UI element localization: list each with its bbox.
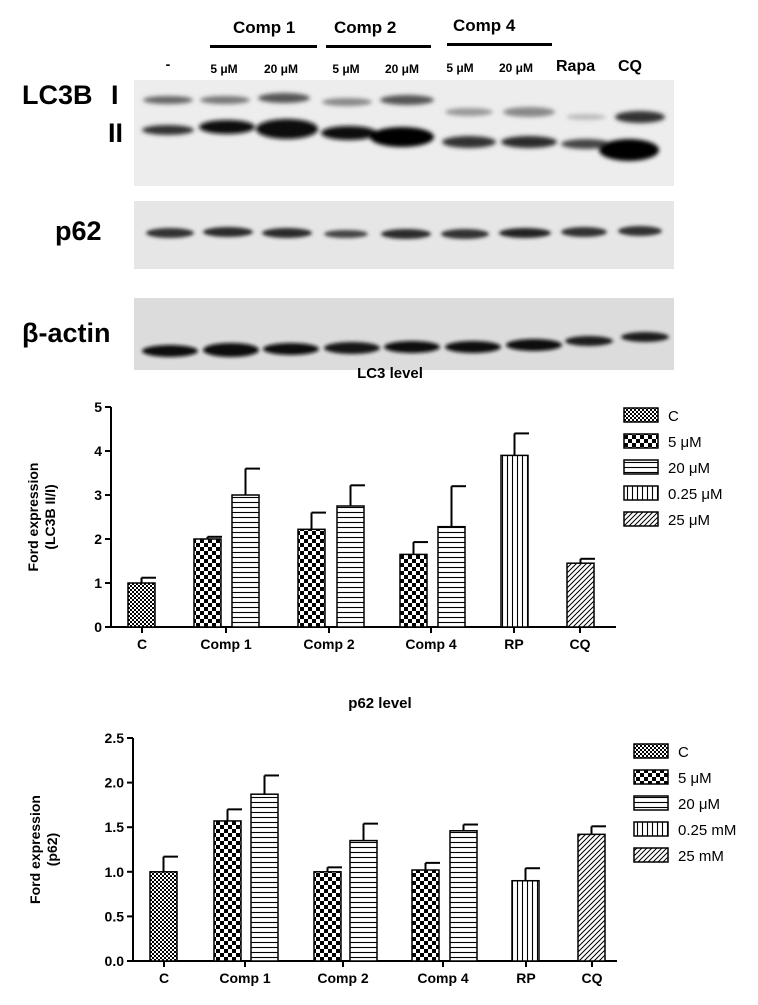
lane-label-control: - — [165, 56, 171, 72]
lane-label-comp1-20um: 20 μM — [263, 62, 299, 76]
p62-bar-chart: 0.0 0.5 1.0 1.5 2.0 2.5 Ford expression (p62) C C… — [27, 730, 736, 986]
bar-comp-2-20-m — [336, 505, 365, 628]
group-bracket-comp2 — [326, 45, 431, 48]
legend-swatch-25-m — [623, 511, 659, 527]
legend-swatch-0-25-mm — [633, 821, 669, 837]
lc3b-blot-image — [134, 80, 674, 186]
legend-swatch-5-m — [633, 769, 669, 785]
lc3-bar-chart: 0 1 2 3 4 5 Ford expression (LC3B II/I) C Comp 1 C… — [25, 399, 723, 652]
legend-swatch-20-m — [633, 795, 669, 811]
x-tick-label-comp-2: Comp 2 — [317, 970, 369, 986]
row-label-band-ii: II — [108, 118, 124, 148]
actin-blot-image — [134, 298, 674, 370]
legend-label-0-25-m: 0.25 μM — [668, 486, 723, 503]
p62-blot-image — [134, 201, 674, 269]
y-tick-label: 0.0 — [105, 953, 125, 969]
lane-label-comp2-20um: 20 μM — [384, 62, 420, 76]
bar-cq-25-mm — [577, 833, 606, 962]
row-label-band-i: I — [111, 80, 119, 110]
bar-comp-4-5-m — [399, 553, 428, 628]
bar-comp-1-20-m — [250, 793, 279, 962]
legend-swatch-c — [633, 743, 669, 759]
y-tick-label: 5 — [94, 399, 102, 415]
y-tick-label: 0 — [94, 619, 102, 635]
bar-cq-25-m — [566, 562, 595, 628]
bar-comp-2-20-m — [349, 839, 378, 962]
legend-label-25-m: 25 μM — [668, 512, 710, 529]
y-tick-label: 4 — [94, 443, 102, 459]
legend-label-20-m: 20 μM — [668, 460, 710, 477]
x-tick-label-comp-1: Comp 1 — [200, 636, 252, 652]
group-label-comp4: Comp 4 — [453, 16, 516, 35]
group-bracket-comp1 — [210, 45, 317, 48]
x-tick-label-cq: CQ — [570, 636, 591, 652]
x-tick-label-cq: CQ — [582, 970, 603, 986]
bar-rp-0-25-mm — [511, 879, 540, 962]
bar-comp-1-5-m — [193, 538, 222, 628]
x-tick-label-c: C — [159, 970, 169, 986]
bar-comp-1-5-m — [213, 820, 242, 962]
legend-swatch-25-mm — [633, 847, 669, 863]
bar-rp-0-25-m — [500, 454, 529, 628]
group-label-comp1: Comp 1 — [233, 18, 296, 37]
chart2-title: p62 level — [348, 695, 412, 712]
y-axis-label-line-1: Ford expression — [27, 795, 43, 904]
y-tick-label: 2 — [94, 531, 102, 547]
bar-comp-1-20-m — [231, 494, 260, 628]
x-tick-label-comp-2: Comp 2 — [303, 636, 355, 652]
legend-swatch-5-m — [623, 433, 659, 449]
x-tick-label-rp: RP — [516, 970, 535, 986]
row-label-lc3b: LC3B — [22, 80, 93, 110]
lane-label-rapa: Rapa — [556, 58, 596, 75]
x-tick-label-comp-1: Comp 1 — [219, 970, 271, 986]
x-tick-label-comp-4: Comp 4 — [417, 970, 469, 986]
legend-label-c: C — [668, 408, 679, 425]
legend-label-5-m: 5 μM — [668, 434, 702, 451]
y-tick-label: 3 — [94, 487, 102, 503]
bar-comp-2-5-m — [313, 871, 342, 962]
lane-label-cq: CQ — [618, 58, 642, 75]
row-label-actin: β-actin — [22, 318, 111, 348]
y-tick-label: 2.5 — [105, 730, 125, 746]
bar-c-c — [149, 871, 178, 962]
bar-comp-2-5-m — [297, 528, 326, 628]
y-tick-label: 1.5 — [105, 819, 125, 835]
bar-c-c — [127, 582, 156, 628]
y-axis-label-line-1: Ford expression — [25, 463, 41, 572]
group-bracket-comp4 — [447, 43, 552, 46]
group-label-comp2: Comp 2 — [334, 18, 397, 37]
legend-label-25-mm: 25 mM — [678, 848, 724, 865]
lane-label-comp2-5um: 5 μM — [332, 62, 360, 76]
lane-label-comp1-5um: 5 μM — [210, 62, 238, 76]
y-axis-label-line-2: (p62) — [44, 833, 60, 866]
legend-swatch-0-25-m — [623, 485, 659, 501]
x-tick-label-c: C — [137, 636, 147, 652]
y-axis-label-line-2: (LC3B II/I) — [42, 484, 58, 549]
legend-label-0-25-mm: 0.25 mM — [678, 822, 736, 839]
y-tick-label: 1 — [94, 575, 102, 591]
x-tick-label-rp: RP — [504, 636, 523, 652]
legend-label-20-m: 20 μM — [678, 796, 720, 813]
y-tick-label: 0.5 — [105, 908, 125, 924]
legend-label-c: C — [678, 744, 689, 761]
y-tick-label: 1.0 — [105, 864, 125, 880]
bar-comp-4-20-m — [437, 525, 466, 628]
x-tick-label-comp-4: Comp 4 — [405, 636, 457, 652]
row-label-p62: p62 — [55, 216, 102, 246]
chart1-title: LC3 level — [357, 365, 423, 382]
bar-comp-4-5-m — [411, 869, 440, 962]
bar-comp-4-20-m — [449, 830, 478, 962]
legend-swatch-c — [623, 407, 659, 423]
y-tick-label: 2.0 — [105, 775, 125, 791]
lane-label-comp4-20um: 20 μM — [498, 61, 534, 75]
legend-swatch-20-m — [623, 459, 659, 475]
lane-label-comp4-5um: 5 μM — [446, 61, 474, 75]
legend-label-5-m: 5 μM — [678, 770, 712, 787]
